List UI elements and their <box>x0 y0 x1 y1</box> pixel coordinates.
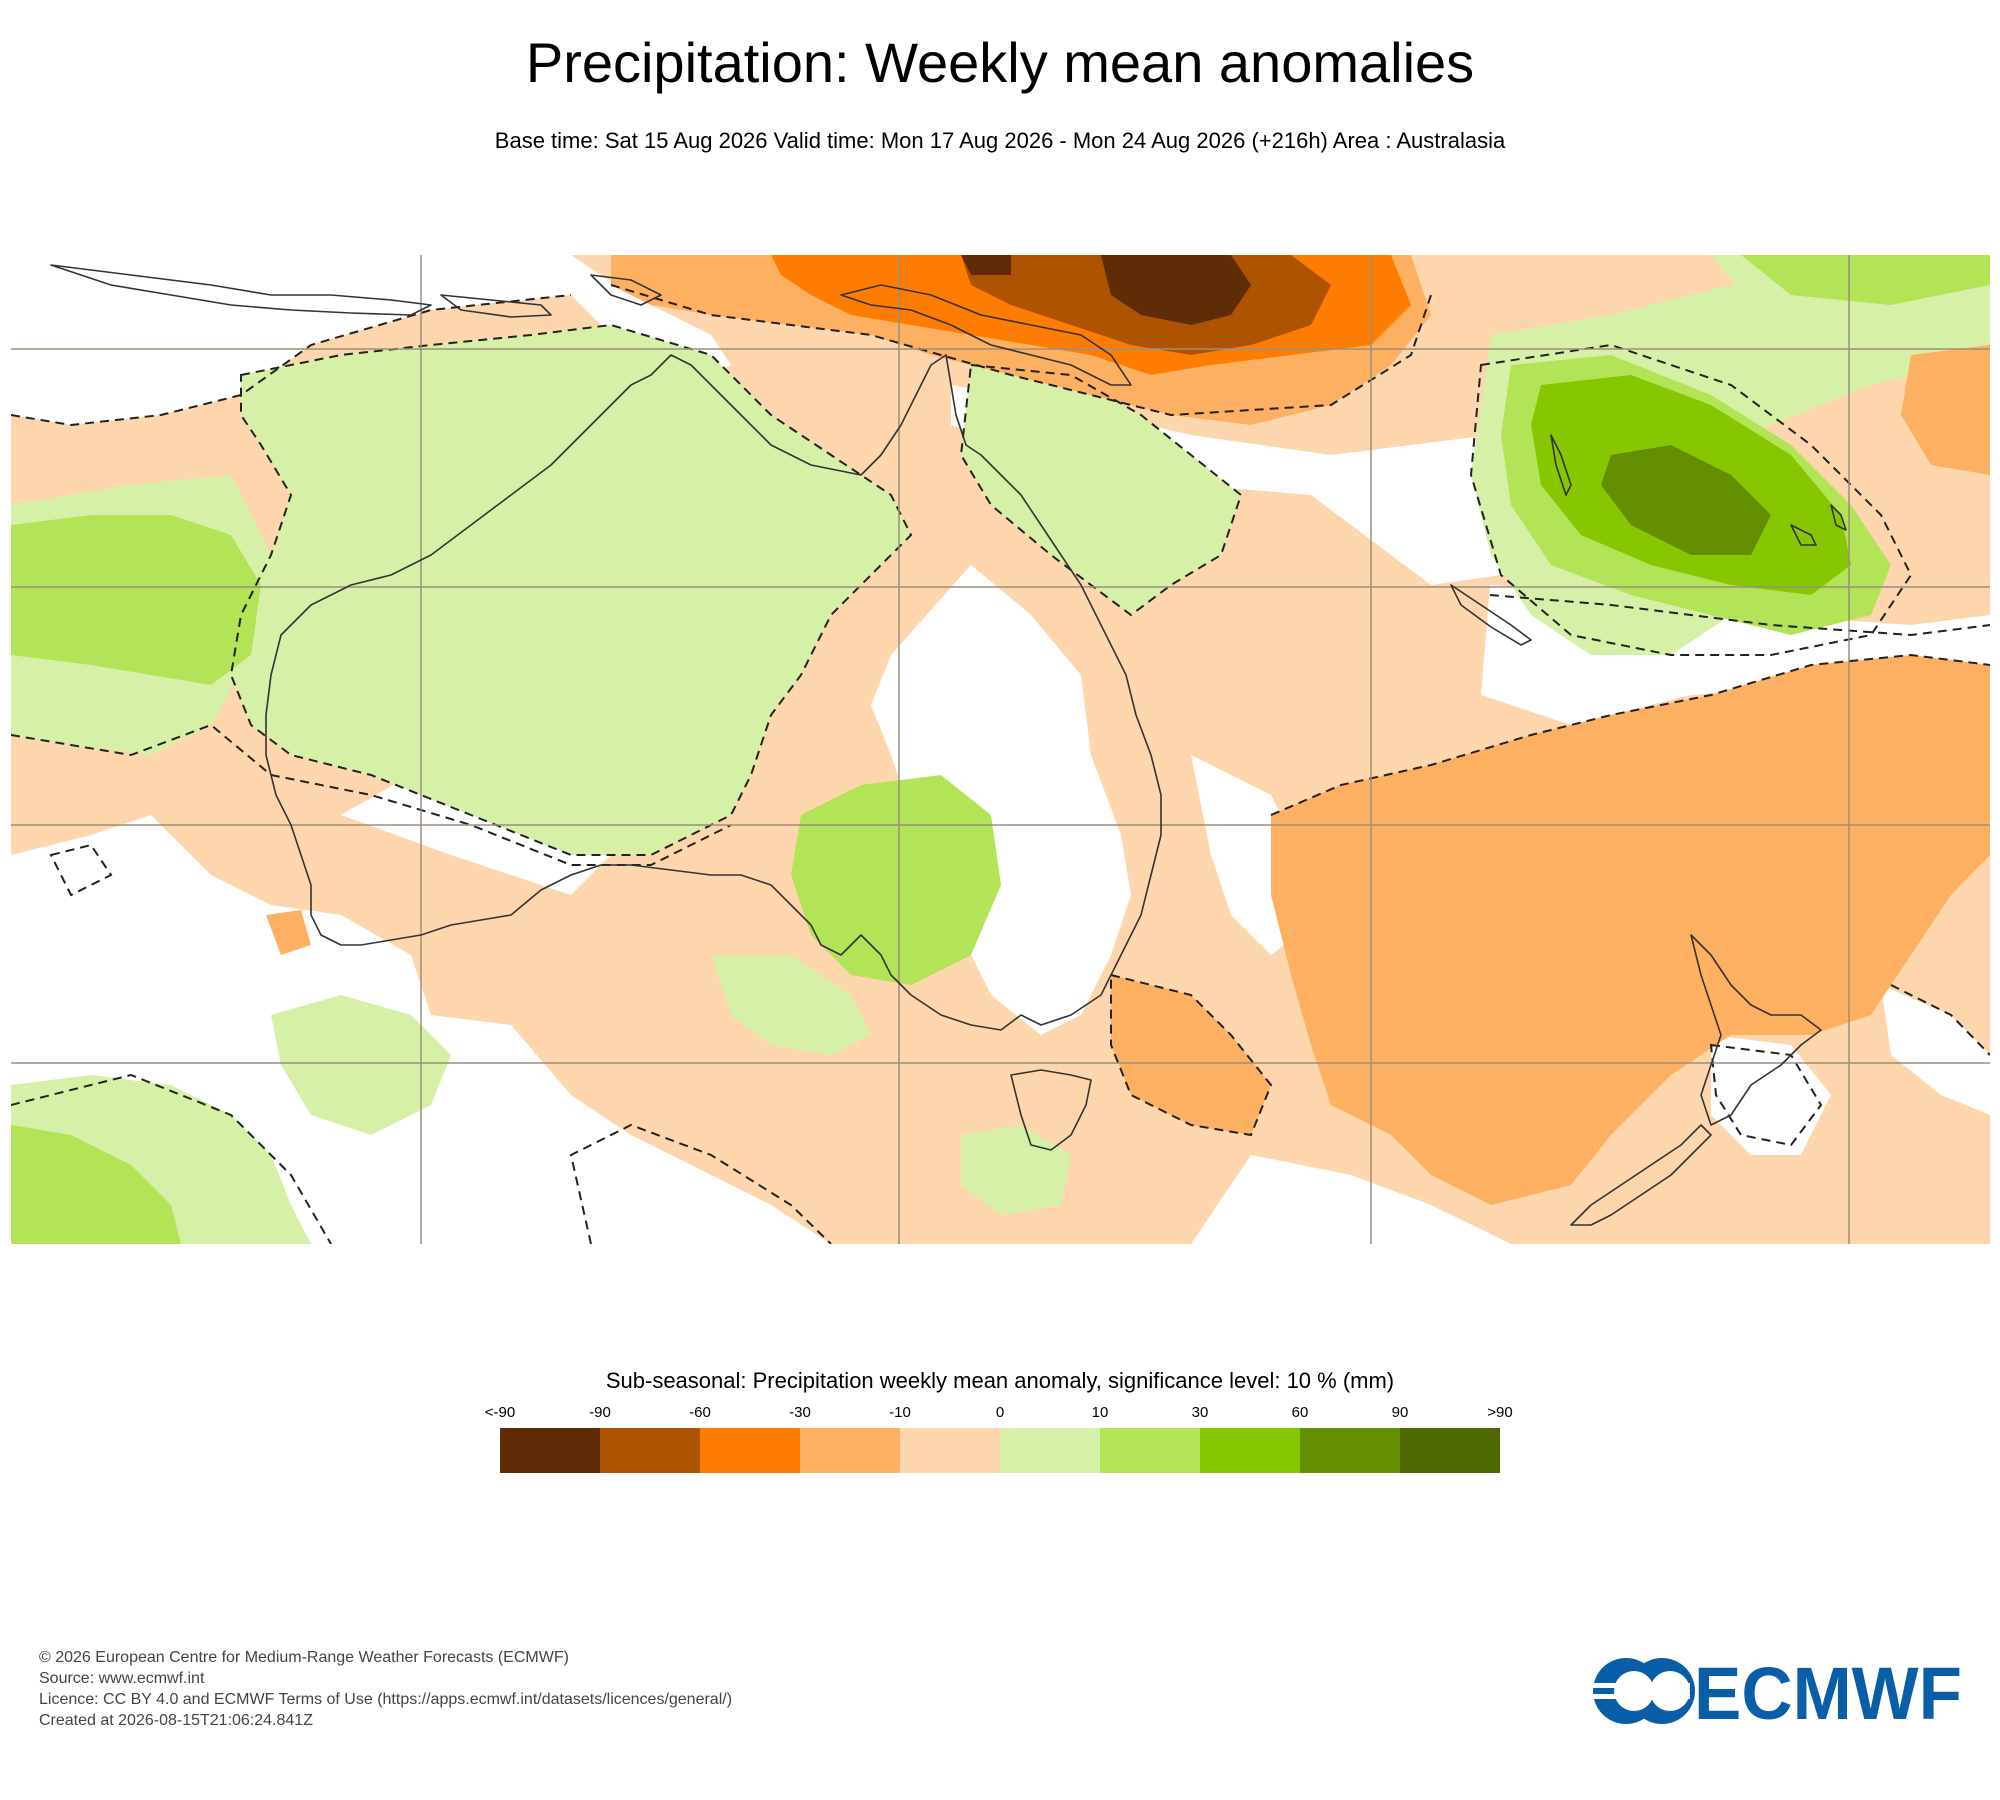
legend-swatch <box>500 1428 600 1473</box>
legend-swatch <box>900 1428 1000 1473</box>
nz-north-coast <box>1690 934 1822 1126</box>
legend-tick-label: 60 <box>1291 1404 1309 1421</box>
ecmwf-logo-text: ECMWF <box>1694 1655 1962 1727</box>
legend-tick-label: -30 <box>789 1404 811 1421</box>
legend-tick-label: -90 <box>589 1404 611 1421</box>
negative-anomaly-extreme <box>961 255 1251 325</box>
legend-tick-label: >90 <box>1487 1404 1513 1421</box>
new-guinea-coast <box>840 284 1132 386</box>
legend-swatch <box>600 1428 700 1473</box>
legend-swatch <box>1200 1428 1300 1473</box>
footer-credits: © 2026 European Centre for Medium-Range … <box>39 1647 732 1731</box>
legend-tick-label: -10 <box>889 1404 911 1421</box>
legend-tick-label: <-90 <box>484 1404 516 1421</box>
legend-swatch <box>800 1428 900 1473</box>
legend-tick-label: 90 <box>1391 1404 1409 1421</box>
copyright-text: © 2026 European Centre for Medium-Range … <box>39 1649 569 1666</box>
source-text: Source: www.ecmwf.int <box>39 1670 205 1687</box>
licence-text: Licence: CC BY 4.0 and ECMWF Terms of Us… <box>39 1691 733 1708</box>
legend-title: Sub-seasonal: Precipitation weekly mean … <box>605 1368 1395 1393</box>
ecmwf-logo: ECMWF <box>1590 1652 1965 1735</box>
new-caledonia-coast <box>1450 584 1532 646</box>
tasmania-coast <box>1010 1069 1092 1151</box>
legend-swatch <box>1000 1428 1100 1473</box>
positive-anomaly-peak <box>1601 445 1771 555</box>
chart-subtitle: Base time: Sat 15 Aug 2026 Valid time: M… <box>494 128 1506 153</box>
created-text: Created at 2026-08-15T21:06:24.841Z <box>39 1712 313 1729</box>
australia-coast <box>265 354 1162 1031</box>
graticule <box>11 255 1990 1244</box>
legend-swatch <box>1300 1428 1400 1473</box>
legend-tick-label: 30 <box>1191 1404 1209 1421</box>
coastlines <box>50 264 1847 1226</box>
legend-colorbar <box>500 1428 1500 1473</box>
legend-tick-label: 0 <box>995 1404 1005 1421</box>
legend-swatch <box>1400 1428 1500 1473</box>
legend-swatch <box>700 1428 800 1473</box>
legend-swatch <box>1100 1428 1200 1473</box>
legend-tick-label: 10 <box>1091 1404 1109 1421</box>
nz-south-coast <box>1570 1124 1712 1226</box>
legend-tick-label: -60 <box>689 1404 711 1421</box>
chart-title: Precipitation: Weekly mean anomalies <box>525 31 1475 94</box>
anomaly-map <box>11 255 1990 1244</box>
